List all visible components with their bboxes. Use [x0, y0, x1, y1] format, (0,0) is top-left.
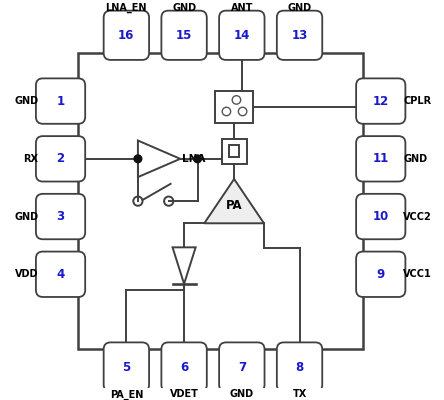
Text: LNA_EN: LNA_EN: [106, 3, 147, 13]
Text: VCC2: VCC2: [403, 212, 432, 222]
Text: CPLR: CPLR: [403, 96, 431, 106]
Bar: [215, 90, 254, 123]
FancyBboxPatch shape: [103, 342, 149, 392]
FancyBboxPatch shape: [36, 78, 85, 124]
Text: 11: 11: [373, 152, 389, 165]
FancyBboxPatch shape: [356, 252, 405, 297]
FancyBboxPatch shape: [356, 78, 405, 124]
Text: 7: 7: [238, 360, 246, 374]
FancyBboxPatch shape: [219, 342, 265, 392]
FancyBboxPatch shape: [161, 342, 207, 392]
FancyBboxPatch shape: [277, 11, 322, 60]
Text: 15: 15: [176, 29, 192, 42]
Text: GND: GND: [172, 3, 196, 13]
Text: 6: 6: [180, 360, 188, 374]
Text: TX: TX: [293, 389, 307, 399]
Text: 13: 13: [291, 29, 308, 42]
Circle shape: [134, 155, 142, 163]
Text: VCC1: VCC1: [403, 269, 432, 279]
Text: 4: 4: [56, 268, 65, 281]
Text: PA: PA: [226, 198, 242, 212]
Text: 1: 1: [56, 94, 65, 108]
Text: GND: GND: [403, 154, 427, 164]
FancyBboxPatch shape: [356, 194, 405, 239]
Text: GND: GND: [287, 3, 312, 13]
Polygon shape: [204, 179, 264, 223]
FancyBboxPatch shape: [277, 342, 322, 392]
Text: RX: RX: [23, 154, 38, 164]
FancyBboxPatch shape: [356, 136, 405, 182]
Text: 8: 8: [295, 360, 304, 374]
FancyBboxPatch shape: [103, 11, 149, 60]
Text: GND: GND: [230, 389, 254, 399]
Text: ANT: ANT: [230, 3, 253, 13]
Text: 16: 16: [118, 29, 135, 42]
FancyBboxPatch shape: [36, 252, 85, 297]
Text: 3: 3: [56, 210, 65, 223]
Text: VDD: VDD: [15, 269, 38, 279]
Text: GND: GND: [14, 212, 38, 222]
Text: 5: 5: [122, 360, 131, 374]
Text: 10: 10: [373, 210, 389, 223]
Text: GND: GND: [14, 96, 38, 106]
Text: 14: 14: [234, 29, 250, 42]
FancyBboxPatch shape: [161, 11, 207, 60]
Text: 9: 9: [377, 268, 385, 281]
Circle shape: [194, 155, 202, 163]
Bar: [229, 146, 239, 157]
Bar: [78, 53, 363, 349]
FancyBboxPatch shape: [36, 194, 85, 239]
Bar: [222, 139, 246, 164]
Text: LNA: LNA: [182, 154, 206, 164]
Text: 12: 12: [373, 94, 389, 108]
FancyBboxPatch shape: [36, 136, 85, 182]
FancyBboxPatch shape: [219, 11, 265, 60]
Text: VDET: VDET: [170, 389, 198, 399]
Text: 2: 2: [56, 152, 65, 165]
Text: PA_EN: PA_EN: [110, 389, 143, 400]
